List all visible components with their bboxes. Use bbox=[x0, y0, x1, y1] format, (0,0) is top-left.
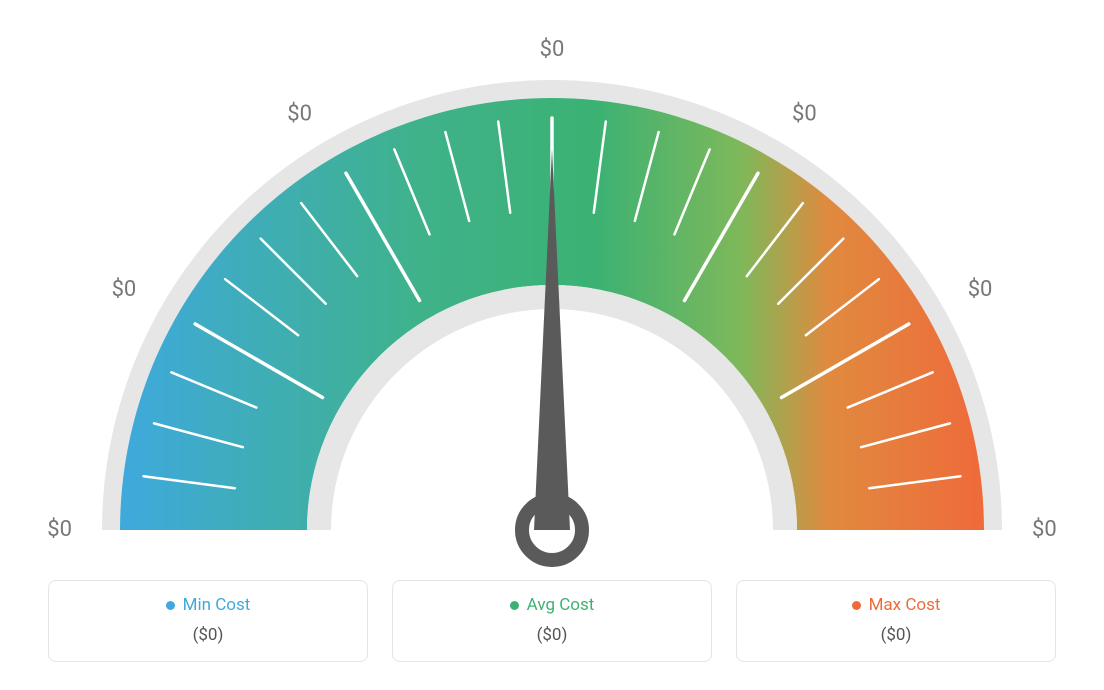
legend-label: Max Cost bbox=[869, 595, 941, 615]
svg-text:$0: $0 bbox=[792, 101, 817, 126]
legend-label: Avg Cost bbox=[527, 595, 595, 615]
svg-text:$0: $0 bbox=[112, 277, 137, 302]
svg-text:$0: $0 bbox=[1032, 517, 1057, 542]
legend-value: ($0) bbox=[393, 625, 711, 645]
legend-card-avg: Avg Cost ($0) bbox=[392, 580, 712, 662]
dot-icon bbox=[510, 601, 519, 610]
cost-gauge: $0 $0 $0 $0 $0 $0 $0 bbox=[22, 10, 1082, 570]
svg-text:$0: $0 bbox=[540, 37, 565, 62]
legend-card-min: Min Cost ($0) bbox=[48, 580, 368, 662]
legend-card-max: Max Cost ($0) bbox=[736, 580, 1056, 662]
dot-icon bbox=[852, 601, 861, 610]
legend-row: Min Cost ($0) Avg Cost ($0) Max Cost ($0… bbox=[48, 580, 1056, 662]
svg-text:$0: $0 bbox=[287, 101, 312, 126]
svg-text:$0: $0 bbox=[47, 517, 72, 542]
legend-value: ($0) bbox=[737, 625, 1055, 645]
svg-text:$0: $0 bbox=[968, 277, 993, 302]
legend-label: Min Cost bbox=[183, 595, 251, 615]
dot-icon bbox=[166, 601, 175, 610]
legend-value: ($0) bbox=[49, 625, 367, 645]
